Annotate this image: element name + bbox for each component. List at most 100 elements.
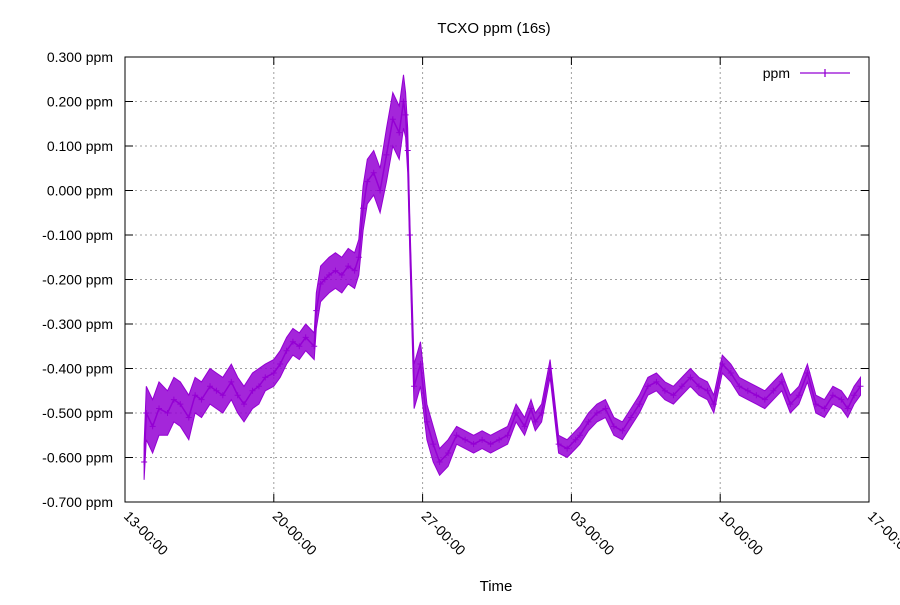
data-point <box>804 369 811 376</box>
data-point <box>593 410 600 416</box>
data-point <box>207 383 214 390</box>
data-point <box>364 178 371 185</box>
data-point <box>787 401 794 408</box>
data-point <box>436 458 443 465</box>
data-point <box>761 396 768 403</box>
data-point <box>504 432 511 439</box>
data-point <box>851 392 858 399</box>
data-point <box>778 378 785 385</box>
data-point <box>710 401 717 408</box>
data-point <box>396 129 403 136</box>
data-point <box>406 232 413 238</box>
data-point <box>445 450 452 457</box>
data-point <box>185 414 192 421</box>
data-point <box>411 383 418 390</box>
data-band-layer <box>143 74 861 480</box>
data-point <box>170 396 177 403</box>
data-point <box>564 445 571 452</box>
data-point <box>727 369 734 376</box>
data-point <box>255 383 262 390</box>
data-point <box>610 423 617 430</box>
y-tick-label: -0.100 ppm <box>42 227 113 243</box>
data-point <box>313 307 320 314</box>
data-point <box>311 343 318 350</box>
data-point <box>644 383 651 390</box>
data-point <box>857 383 864 390</box>
x-tick-label: 27-00:00 <box>418 508 469 559</box>
data-point <box>338 272 345 279</box>
data-point <box>277 361 284 368</box>
data-point <box>326 272 333 279</box>
y-tick-label: -0.400 ppm <box>42 361 113 377</box>
data-point <box>198 396 205 403</box>
x-tick-label: 20-00:00 <box>270 508 321 559</box>
data-point <box>370 169 377 176</box>
data-point <box>844 405 851 412</box>
y-tick-label: 0.200 ppm <box>47 94 113 110</box>
data-point <box>736 383 743 390</box>
data-point <box>704 387 711 394</box>
data-point <box>389 116 396 123</box>
x-tick-label: 13-00:00 <box>121 508 172 559</box>
data-point <box>402 111 409 118</box>
data-point <box>141 458 148 465</box>
data-point <box>321 276 328 283</box>
data-point <box>487 441 494 448</box>
data-point <box>479 436 486 443</box>
data-point <box>753 392 760 399</box>
data-point <box>619 427 626 434</box>
data-point <box>661 387 668 394</box>
data-point <box>345 263 352 270</box>
data-point <box>470 441 477 448</box>
grid-layer <box>125 57 869 502</box>
x-tick-label: 17-00:00 <box>865 508 900 559</box>
chart-title: TCXO ppm (16s) <box>437 20 550 37</box>
data-point <box>496 436 503 443</box>
data-point <box>423 418 430 425</box>
data-point <box>317 280 324 287</box>
data-point <box>821 405 828 412</box>
data-point <box>289 338 296 345</box>
y-tick-label: -0.200 ppm <box>42 272 113 288</box>
series-layer <box>141 98 864 465</box>
data-point <box>555 441 562 448</box>
legend: ppm <box>763 65 850 81</box>
data-point <box>636 401 643 408</box>
data-point <box>143 410 150 416</box>
data-point <box>355 254 362 261</box>
data-point <box>149 423 156 430</box>
data-point <box>234 392 241 399</box>
data-point <box>332 267 339 274</box>
data-point <box>670 392 677 399</box>
data-point <box>547 365 554 372</box>
data-point <box>213 387 220 394</box>
data-point <box>585 418 592 425</box>
data-point <box>228 378 235 385</box>
y-tick-label: -0.700 ppm <box>42 494 113 510</box>
data-point <box>453 432 460 439</box>
data-point <box>538 410 545 416</box>
y-tick-label: -0.600 ppm <box>42 450 113 466</box>
y-tick-label: 0.300 ppm <box>47 49 113 65</box>
data-point <box>572 436 579 443</box>
x-tick-label: 03-00:00 <box>567 508 618 559</box>
data-point <box>249 387 256 394</box>
data-point <box>678 383 685 390</box>
y-tick-label: -0.500 ppm <box>42 405 113 421</box>
data-point <box>838 396 845 403</box>
tick-layer <box>124 56 870 503</box>
data-point <box>241 401 248 408</box>
data-point <box>653 378 660 385</box>
data-point <box>687 374 694 381</box>
data-point <box>351 267 358 274</box>
data-point <box>404 147 411 154</box>
data-point <box>627 414 634 421</box>
data-point <box>744 387 751 394</box>
x-tick-label: 10-00:00 <box>716 508 767 559</box>
data-point <box>383 151 390 158</box>
data-point <box>177 401 184 408</box>
data-point <box>417 361 424 368</box>
data-point <box>770 387 777 394</box>
data-point <box>795 392 802 399</box>
